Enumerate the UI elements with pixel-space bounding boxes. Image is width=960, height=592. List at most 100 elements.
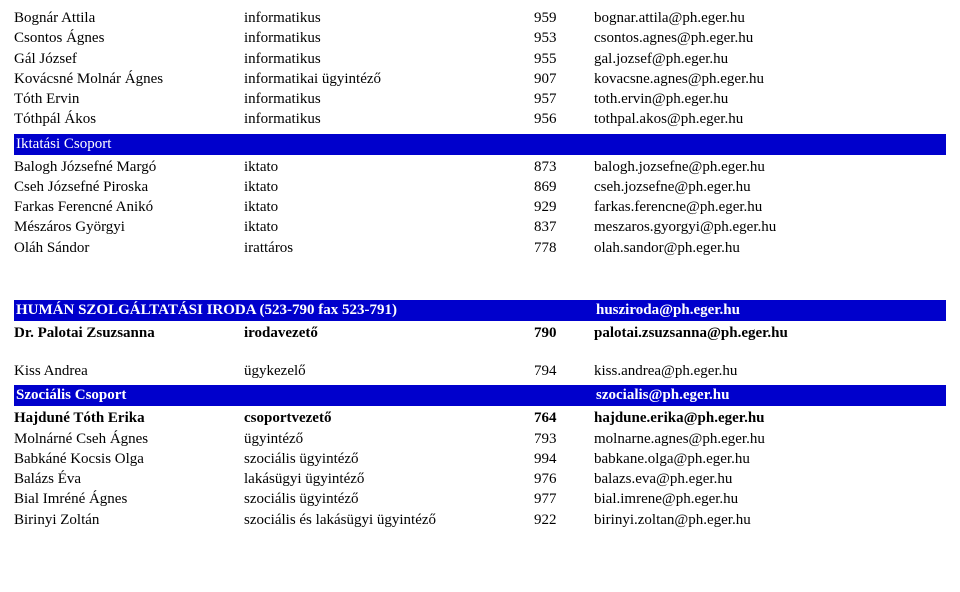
person-extension: 994 (534, 449, 594, 469)
person-name: Csontos Ágnes (14, 28, 244, 48)
person-name: Tóthpál Ákos (14, 109, 244, 129)
person-email: balazs.eva@ph.eger.hu (594, 469, 946, 489)
staff-list-2: Balogh Józsefné Margóiktato873balogh.joz… (14, 157, 946, 258)
person-name: Cseh Józsefné Piroska (14, 177, 244, 197)
staff-row: Molnárné Cseh Ágnesügyintéző793molnarne.… (14, 429, 946, 449)
person-extension: 869 (534, 177, 594, 197)
person-extension: 953 (534, 28, 594, 48)
person-email: farkas.ferencne@ph.eger.hu (594, 197, 946, 217)
person-extension: 922 (534, 510, 594, 530)
person-email: birinyi.zoltan@ph.eger.hu (594, 510, 946, 530)
staff-row: Kovácsné Molnár Ágnesinformatikai ügyint… (14, 69, 946, 89)
person-email: meszaros.gyorgyi@ph.eger.hu (594, 217, 946, 237)
person-email: babkane.olga@ph.eger.hu (594, 449, 946, 469)
person-extension: 976 (534, 469, 594, 489)
staff-row: Csontos Ágnesinformatikus953csontos.agne… (14, 28, 946, 48)
person-extension: 956 (534, 109, 594, 129)
person-role: informatikai ügyintéző (244, 69, 534, 89)
person-extension: 873 (534, 157, 594, 177)
person-role: irodavezető (244, 323, 534, 343)
person-role: szociális ügyintéző (244, 449, 534, 469)
staff-row: Bial Imréné Ágnesszociális ügyintéző977b… (14, 489, 946, 509)
person-extension: 778 (534, 238, 594, 258)
person-extension: 790 (534, 323, 594, 343)
person-role: szociális és lakásügyi ügyintéző (244, 510, 534, 530)
person-name: Kiss Andrea (14, 361, 244, 381)
person-name: Dr. Palotai Zsuzsanna (14, 323, 244, 343)
person-role: ügyintéző (244, 429, 534, 449)
staff-row: Bognár Attilainformatikus959bognar.attil… (14, 8, 946, 28)
person-name: Babkáné Kocsis Olga (14, 449, 244, 469)
person-extension: 977 (534, 489, 594, 509)
person-extension: 929 (534, 197, 594, 217)
staff-row: Tóthpál Ákosinformatikus956tothpal.akos@… (14, 109, 946, 129)
section-header-szocialis: Szociális Csoport szocialis@ph.eger.hu (14, 385, 946, 406)
person-role: informatikus (244, 109, 534, 129)
person-extension: 794 (534, 361, 594, 381)
person-email: tothpal.akos@ph.eger.hu (594, 109, 946, 129)
person-role: ügykezelő (244, 361, 534, 381)
person-name: Kovácsné Molnár Ágnes (14, 69, 244, 89)
section-title: HUMÁN SZOLGÁLTATÁSI IRODA (523-790 fax 5… (16, 300, 596, 321)
person-extension: 957 (534, 89, 594, 109)
person-role: iktato (244, 217, 534, 237)
person-role: iktato (244, 197, 534, 217)
person-role: iktato (244, 157, 534, 177)
person-name: Mészáros Györgyi (14, 217, 244, 237)
staff-row: Birinyi Zoltánszociális és lakásügyi ügy… (14, 510, 946, 530)
section-email: szocialis@ph.eger.hu (596, 385, 944, 406)
person-name: Balogh Józsefné Margó (14, 157, 244, 177)
person-name: Bognár Attila (14, 8, 244, 28)
person-name: Birinyi Zoltán (14, 510, 244, 530)
person-email: toth.ervin@ph.eger.hu (594, 89, 946, 109)
staff-row: Mészáros Györgyiiktato837meszaros.gyorgy… (14, 217, 946, 237)
person-email: kovacsne.agnes@ph.eger.hu (594, 69, 946, 89)
section-email: husziroda@ph.eger.hu (596, 300, 944, 321)
person-email: kiss.andrea@ph.eger.hu (594, 361, 946, 381)
person-name: Hajduné Tóth Erika (14, 408, 244, 428)
person-extension: 907 (534, 69, 594, 89)
section-title: Iktatási Csoport (16, 134, 246, 155)
staff-list-4: Hajduné Tóth Erikacsoportvezető764hajdun… (14, 408, 946, 530)
person-name: Farkas Ferencné Anikó (14, 197, 244, 217)
person-email: hajdune.erika@ph.eger.hu (594, 408, 946, 428)
person-name: Balázs Éva (14, 469, 244, 489)
person-name: Bial Imréné Ágnes (14, 489, 244, 509)
person-email: molnarne.agnes@ph.eger.hu (594, 429, 946, 449)
person-role: irattáros (244, 238, 534, 258)
person-email: bognar.attila@ph.eger.hu (594, 8, 946, 28)
person-role: informatikus (244, 8, 534, 28)
person-role: iktato (244, 177, 534, 197)
staff-row: Balázs Évalakásügyi ügyintéző976balazs.e… (14, 469, 946, 489)
section-title: Szociális Csoport (16, 385, 596, 406)
staff-row: Cseh Józsefné Piroskaiktato869cseh.jozse… (14, 177, 946, 197)
person-role: csoportvezető (244, 408, 534, 428)
staff-row: Balogh Józsefné Margóiktato873balogh.joz… (14, 157, 946, 177)
staff-row: Hajduné Tóth Erikacsoportvezető764hajdun… (14, 408, 946, 428)
person-email: palotai.zsuzsanna@ph.eger.hu (594, 323, 946, 343)
person-name: Molnárné Cseh Ágnes (14, 429, 244, 449)
person-role: szociális ügyintéző (244, 489, 534, 509)
staff-row: Gál Józsefinformatikus955gal.jozsef@ph.e… (14, 49, 946, 69)
staff-list-1: Bognár Attilainformatikus959bognar.attil… (14, 8, 946, 130)
staff-row: Kiss Andrea ügykezelő 794 kiss.andrea@ph… (14, 361, 946, 381)
person-email: gal.jozsef@ph.eger.hu (594, 49, 946, 69)
person-name: Tóth Ervin (14, 89, 244, 109)
person-extension: 793 (534, 429, 594, 449)
person-extension: 955 (534, 49, 594, 69)
person-extension: 959 (534, 8, 594, 28)
person-email: bial.imrene@ph.eger.hu (594, 489, 946, 509)
person-role: informatikus (244, 28, 534, 48)
person-role: lakásügyi ügyintéző (244, 469, 534, 489)
staff-row: Tóth Ervininformatikus957toth.ervin@ph.e… (14, 89, 946, 109)
person-email: cseh.jozsefne@ph.eger.hu (594, 177, 946, 197)
person-email: csontos.agnes@ph.eger.hu (594, 28, 946, 48)
section-header-iktatasi: Iktatási Csoport (14, 134, 946, 155)
person-email: balogh.jozsefne@ph.eger.hu (594, 157, 946, 177)
section-header-human: HUMÁN SZOLGÁLTATÁSI IRODA (523-790 fax 5… (14, 300, 946, 321)
person-name: Gál József (14, 49, 244, 69)
person-role: informatikus (244, 89, 534, 109)
staff-row: Babkáné Kocsis Olgaszociális ügyintéző99… (14, 449, 946, 469)
person-extension: 764 (534, 408, 594, 428)
person-name: Oláh Sándor (14, 238, 244, 258)
